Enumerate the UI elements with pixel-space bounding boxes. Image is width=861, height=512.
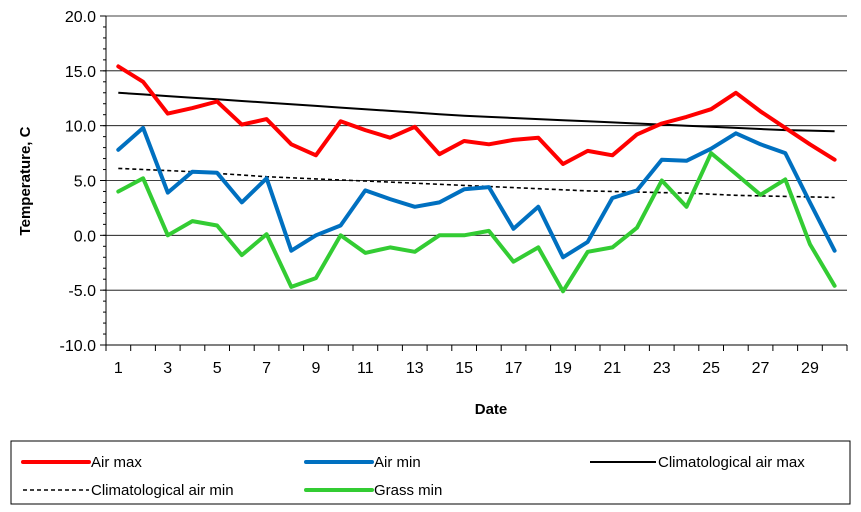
x-tick-label: 5 <box>213 360 222 377</box>
y-axis-title: Temperature, C <box>17 126 34 235</box>
legend-items: Air max Air min Climatological air max Clim… <box>21 454 805 499</box>
series-layer <box>116 64 837 294</box>
series-line-air-max <box>116 64 837 166</box>
gridlines <box>106 15 847 291</box>
x-tick-label: 27 <box>752 360 770 377</box>
legend-label: Air min <box>374 454 421 471</box>
x-tick-label: 3 <box>163 360 172 377</box>
x-tick-label: 19 <box>554 360 572 377</box>
y-tick-label: 10.0 <box>65 119 96 136</box>
y-tick-label: 15.0 <box>65 64 96 81</box>
axes <box>100 15 848 351</box>
y-tick-label: -10.0 <box>60 338 97 355</box>
x-tick-label: 13 <box>406 360 424 377</box>
legend-box <box>10 440 851 505</box>
y-tick-label: 5.0 <box>74 174 96 191</box>
series-line-climatological-air-max <box>118 91 835 133</box>
y-tick-label: -5.0 <box>68 283 96 300</box>
x-tick-label: 23 <box>653 360 671 377</box>
y-tick-label: 20.0 <box>65 9 96 26</box>
x-tick-label: 1 <box>114 360 123 377</box>
x-tick-label: 17 <box>505 360 523 377</box>
x-tick-label: 25 <box>702 360 720 377</box>
legend-label: Climatological air min <box>91 482 234 499</box>
legend-label: Grass min <box>374 482 442 499</box>
series-line-air-min <box>116 125 837 260</box>
tick-labels: -10.0-5.00.05.010.015.020.01 3 5 7 9 11 13 15 17… <box>60 9 819 377</box>
legend-label: Climatological air max <box>658 454 805 471</box>
x-tick-label: 9 <box>311 360 320 377</box>
y-tick-label: 0.0 <box>74 228 96 245</box>
x-axis-title: Date <box>475 401 508 418</box>
legend: Air max Air min Climatological air max Clim… <box>10 440 851 505</box>
series-line-climatological-air-min <box>118 167 835 199</box>
x-tick-label: 11 <box>357 360 374 377</box>
x-tick-label: 29 <box>801 360 819 377</box>
x-tick-label: 21 <box>603 360 621 377</box>
x-tick-label: 7 <box>262 360 271 377</box>
series-line-grass-min <box>116 151 837 294</box>
x-tick-label: 15 <box>455 360 473 377</box>
legend-label: Air max <box>91 454 142 471</box>
